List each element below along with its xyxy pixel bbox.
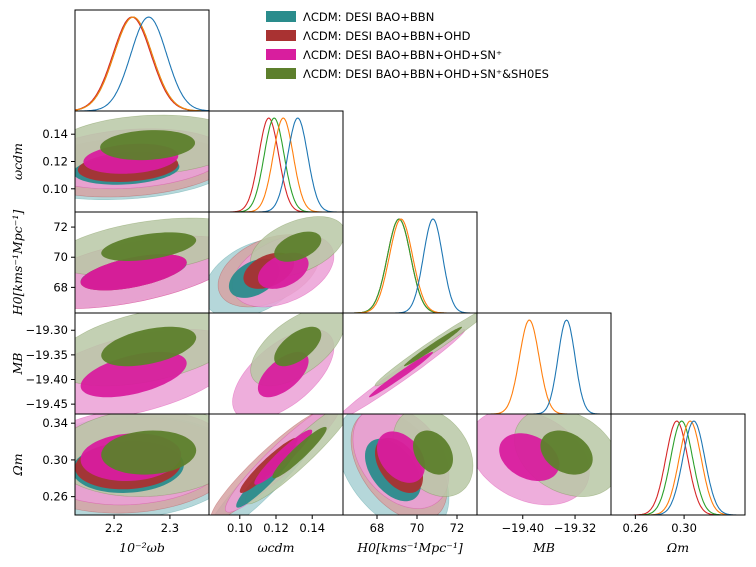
contour-panel-4-3 (477, 414, 611, 506)
contour-1sigma (274, 326, 322, 367)
y-tick-label: −19.45 (25, 397, 68, 411)
contour-1sigma (413, 430, 453, 475)
legend-label: ΛCDM: DESI BAO+BBN+OHD (303, 29, 471, 43)
panel-frame (208, 110, 344, 213)
y-axis-label: MB (10, 353, 25, 376)
y-tick-label: 0.30 (42, 453, 68, 467)
legend-swatch (266, 11, 296, 22)
marginal-panel-3 (477, 319, 611, 414)
x-tick-label: 0.26 (623, 521, 649, 535)
contour-panel-4-0 (75, 414, 209, 515)
x-tick-label: 72 (450, 521, 465, 535)
marginal-curve (75, 16, 209, 111)
contour-panel-1-0 (75, 114, 209, 200)
contour-1sigma (101, 232, 197, 261)
contour-panel-2-0 (75, 217, 209, 309)
x-tick-label: 0.14 (299, 521, 325, 535)
marginal-curve (209, 117, 343, 212)
contour-1sigma (254, 429, 313, 485)
y-tick-label: −19.30 (25, 323, 68, 337)
contour-panel-4-2 (343, 414, 474, 515)
x-tick-label: −19.40 (501, 521, 544, 535)
contour-panel-3-0 (75, 313, 209, 414)
y-axis-label: ωcdm (10, 143, 25, 180)
x-axis-label: 10⁻²ωb (119, 540, 165, 555)
marginal-curve (209, 117, 343, 212)
x-tick-label: 2.3 (161, 521, 179, 535)
contour-1sigma (540, 430, 593, 475)
x-tick-label: 68 (370, 521, 385, 535)
marginal-curve (477, 319, 611, 414)
y-tick-label: 0.14 (42, 127, 68, 141)
y-axis-label: Ωm (10, 453, 25, 476)
contour-1sigma (101, 430, 197, 475)
marginal-curve (611, 420, 745, 515)
y-tick-label: 68 (53, 280, 68, 294)
y-tick-label: 70 (53, 250, 68, 264)
y-tick-label: 0.12 (42, 155, 68, 169)
y-tick-label: 0.34 (42, 416, 68, 430)
contour-panel-3-2 (343, 313, 477, 414)
marginal-curve (611, 420, 745, 515)
x-tick-label: 2.2 (105, 521, 123, 535)
contour-panel-2-1 (209, 216, 343, 313)
marginal-curve (343, 218, 477, 313)
y-tick-label: 0.10 (42, 182, 68, 196)
x-axis-label: H0[kms⁻¹Mpc⁻¹] (356, 540, 463, 555)
contour-1sigma (257, 252, 309, 289)
legend-swatch (266, 68, 296, 79)
contour-1sigma (369, 351, 433, 398)
marginal-curve (209, 117, 343, 212)
x-axis-label: MB (532, 540, 555, 555)
contour-1sigma (80, 351, 187, 398)
y-axis-label: H0[kms⁻¹Mpc⁻¹] (10, 210, 25, 317)
legend-label: ΛCDM: DESI BAO+BBN+OHD+SN⁺&SH0ES (303, 67, 549, 81)
y-tick-label: 0.26 (42, 490, 68, 504)
marginal-curve (343, 218, 477, 313)
x-axis-label: ωcdm (257, 540, 294, 555)
contour-1sigma (274, 231, 322, 262)
contour-1sigma (272, 426, 327, 479)
marginal-curve (209, 117, 343, 212)
marginal-curve (611, 420, 745, 515)
contour-1sigma (100, 130, 195, 161)
panel-frame (342, 211, 478, 314)
contour-1sigma (404, 326, 462, 367)
marginal-panel-4 (611, 420, 745, 515)
marginal-panel-0 (75, 16, 209, 111)
legend-swatch (266, 30, 296, 41)
marginal-curve (611, 420, 745, 515)
contour-1sigma (257, 351, 309, 398)
y-tick-label: 72 (53, 220, 68, 234)
marginal-curve (75, 16, 209, 111)
marginal-curve (477, 319, 611, 414)
contour-panel-3-1 (232, 313, 343, 414)
x-tick-label: 0.12 (263, 521, 289, 535)
contour-1sigma (377, 431, 425, 483)
marginal-panel-2 (343, 218, 477, 313)
x-axis-label: Ωm (666, 540, 689, 555)
marginal-panel-1 (209, 117, 343, 212)
legend: ΛCDM: DESI BAO+BBN ΛCDM: DESI BAO+BBN+OHD… (266, 10, 549, 81)
panel-frame (610, 413, 746, 516)
panel-frame (476, 312, 612, 415)
y-tick-label: −19.35 (25, 348, 68, 362)
marginal-curve (75, 16, 209, 111)
y-tick-label: −19.40 (25, 373, 68, 387)
x-tick-label: 70 (410, 521, 425, 535)
marginal-curve (343, 218, 477, 313)
legend-label: ΛCDM: DESI BAO+BBN+OHD+SN⁺ (303, 48, 502, 62)
x-tick-label: 0.30 (671, 521, 697, 535)
x-tick-label: −19.32 (554, 521, 597, 535)
contour-1sigma (101, 326, 197, 367)
legend-swatch (266, 49, 296, 60)
legend-label: ΛCDM: DESI BAO+BBN (303, 10, 434, 24)
contour-1sigma (80, 254, 187, 291)
contour-panel-4-1 (210, 414, 343, 515)
marginal-curve (343, 218, 477, 313)
x-tick-label: 0.10 (227, 521, 253, 535)
